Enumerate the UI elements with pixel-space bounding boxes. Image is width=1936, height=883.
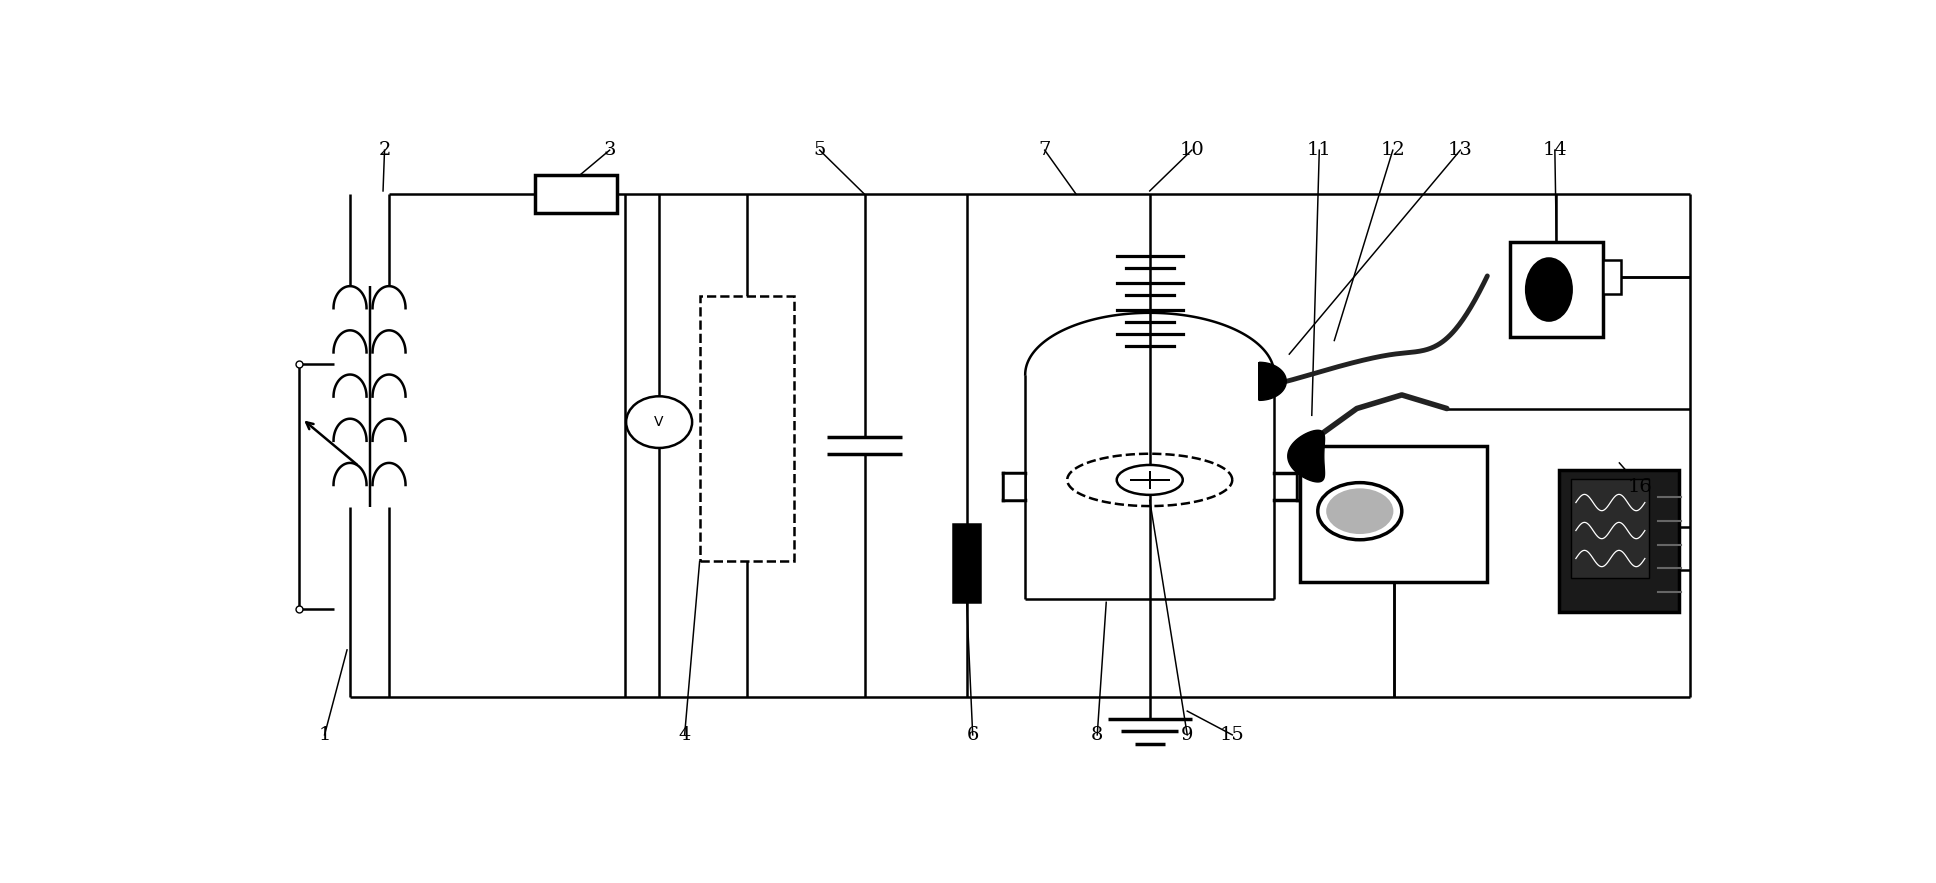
Text: 10: 10 xyxy=(1179,141,1204,159)
Text: 16: 16 xyxy=(1628,478,1653,495)
Text: 6: 6 xyxy=(966,726,980,743)
Circle shape xyxy=(1117,465,1183,494)
Text: 5: 5 xyxy=(813,141,827,159)
Text: 13: 13 xyxy=(1448,141,1473,159)
Text: 11: 11 xyxy=(1307,141,1332,159)
Bar xyxy=(1572,479,1649,578)
Text: 9: 9 xyxy=(1181,726,1193,743)
Bar xyxy=(534,176,618,214)
Text: 1: 1 xyxy=(318,726,331,743)
Bar xyxy=(1510,242,1603,337)
Ellipse shape xyxy=(625,396,693,448)
Bar xyxy=(1603,260,1620,294)
Text: 12: 12 xyxy=(1380,141,1406,159)
Bar xyxy=(699,297,794,562)
Text: 8: 8 xyxy=(1092,726,1104,743)
Bar xyxy=(1003,473,1026,501)
Text: V: V xyxy=(654,415,664,429)
Bar xyxy=(1297,473,1318,501)
Text: 4: 4 xyxy=(678,726,691,743)
Bar xyxy=(1299,446,1487,582)
Bar xyxy=(953,525,980,602)
Text: 15: 15 xyxy=(1220,726,1245,743)
Polygon shape xyxy=(1258,362,1286,400)
Bar xyxy=(1558,470,1679,613)
Ellipse shape xyxy=(1326,488,1394,534)
Text: 14: 14 xyxy=(1543,141,1568,159)
Text: 7: 7 xyxy=(1038,141,1051,159)
Polygon shape xyxy=(1287,430,1324,482)
Text: 3: 3 xyxy=(604,141,616,159)
Ellipse shape xyxy=(1526,257,1572,321)
Text: 2: 2 xyxy=(378,141,391,159)
